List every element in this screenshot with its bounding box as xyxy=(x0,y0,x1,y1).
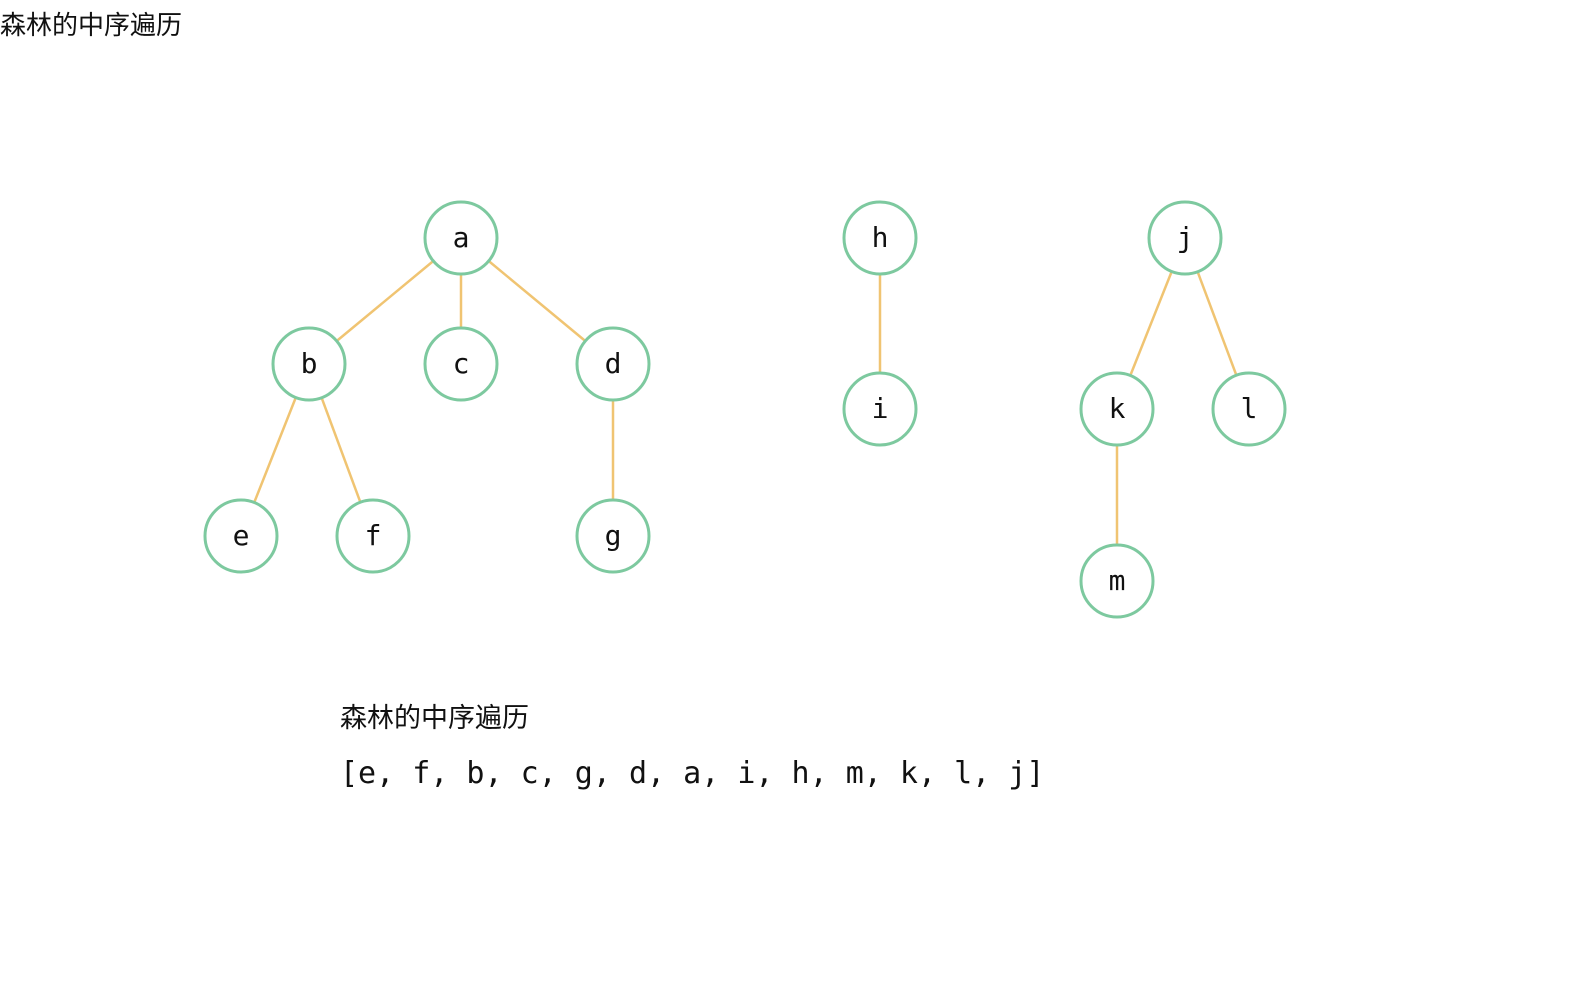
edge-b-f xyxy=(320,397,362,503)
node-label: c xyxy=(453,347,470,380)
node-m: m xyxy=(1079,543,1155,619)
result-sequence: [e, f, b, c, g, d, a, i, h, m, k, l, j] xyxy=(340,756,1045,791)
node-g: g xyxy=(575,498,651,574)
node-a: a xyxy=(423,200,499,276)
node-label: b xyxy=(301,347,318,380)
node-f: f xyxy=(335,498,411,574)
node-circle xyxy=(575,326,651,402)
node-circle xyxy=(575,498,651,574)
node-circle xyxy=(423,326,499,402)
node-e: e xyxy=(203,498,279,574)
node-label: k xyxy=(1109,392,1126,425)
node-circle xyxy=(1079,543,1155,619)
node-circle xyxy=(1211,371,1287,447)
node-label: l xyxy=(1241,392,1258,425)
node-circle xyxy=(1079,371,1155,447)
node-label: h xyxy=(872,221,889,254)
node-circle xyxy=(203,498,279,574)
node-label: a xyxy=(453,221,470,254)
node-l: l xyxy=(1211,371,1287,447)
edge-a-d xyxy=(487,260,587,342)
node-circle xyxy=(1147,200,1223,276)
nodes-layer: a b c d e f g h i j k l m xyxy=(203,200,1287,619)
node-label: f xyxy=(365,519,382,552)
node-label: g xyxy=(605,519,622,552)
result-label: 森林的中序遍历 xyxy=(340,703,529,734)
node-circle xyxy=(423,200,499,276)
node-h: h xyxy=(842,200,918,276)
node-label: j xyxy=(1177,221,1194,254)
node-circle xyxy=(842,371,918,447)
node-circle xyxy=(842,200,918,276)
node-label: m xyxy=(1109,564,1126,597)
node-label: d xyxy=(605,347,622,380)
edges-layer xyxy=(253,260,1238,545)
node-circle xyxy=(335,498,411,574)
node-d: d xyxy=(575,326,651,402)
edge-j-l xyxy=(1196,271,1238,376)
node-i: i xyxy=(842,371,918,447)
node-label: e xyxy=(233,519,250,552)
node-j: j xyxy=(1147,200,1223,276)
edge-b-e xyxy=(253,397,297,503)
node-label: i xyxy=(872,392,889,425)
edge-j-k xyxy=(1129,271,1173,376)
node-b: b xyxy=(271,326,347,402)
node-circle xyxy=(271,326,347,402)
node-c: c xyxy=(423,326,499,402)
edge-a-b xyxy=(335,260,435,342)
page-title: 森林的中序遍历 xyxy=(0,11,183,41)
node-k: k xyxy=(1079,371,1155,447)
